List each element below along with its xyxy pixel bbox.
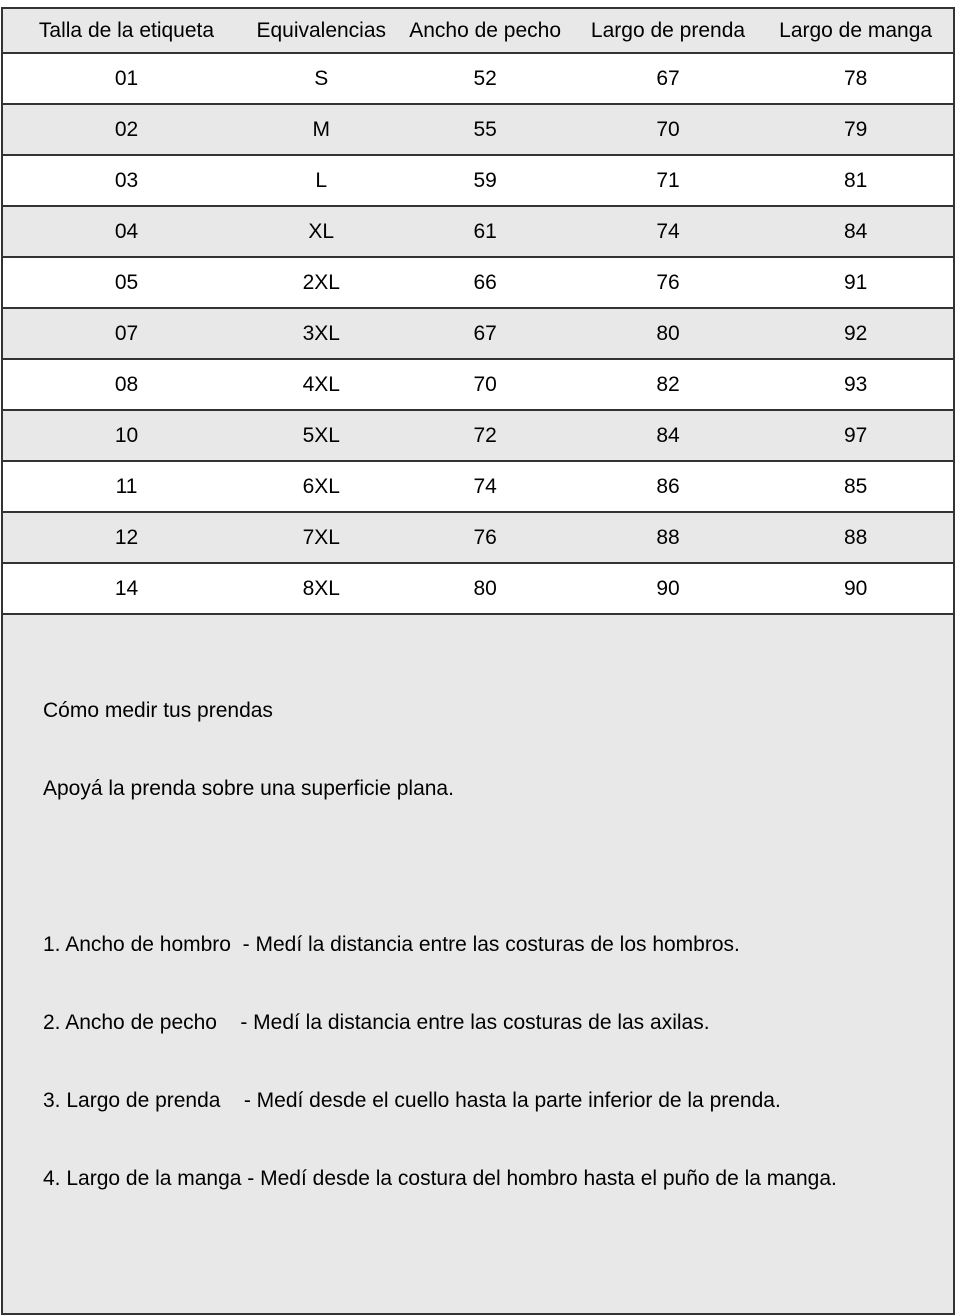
table-row: 07 3XL 67 80 92 xyxy=(3,307,953,359)
table-cell: 91 xyxy=(758,256,953,308)
column-header-talla: Talla de la etiqueta xyxy=(3,9,250,54)
table-cell: 80 xyxy=(577,307,759,359)
table-cell: 52 xyxy=(473,66,497,90)
table-cell: 07 xyxy=(3,307,250,359)
table-cell: 81 xyxy=(758,154,953,206)
table-cell: 97 xyxy=(758,409,953,461)
instruction-item-2: 2. Ancho de pecho - Medí la distancia en… xyxy=(43,1011,710,1034)
table-cell: 82 xyxy=(577,358,759,410)
measuring-instructions: Cómo medir tus prendas Apoyá la prenda s… xyxy=(3,613,953,1313)
column-header-ancho-pecho: Ancho de pecho xyxy=(392,9,578,54)
table-cell: 10 xyxy=(3,409,250,461)
table-cell: 67 xyxy=(656,66,680,90)
instructions-title: Cómo medir tus prendas xyxy=(43,699,273,722)
table-header-row: Talla de la etiqueta Equivalencias Ancho… xyxy=(3,9,953,54)
table-cell: 7XL xyxy=(250,511,393,563)
table-cell: 92 xyxy=(758,307,953,359)
table-cell: 3XL xyxy=(250,307,393,359)
table-row: 03 L 59 71 81 xyxy=(3,154,953,206)
instructions-subtitle: Apoyá la prenda sobre una superficie pla… xyxy=(43,777,454,800)
table-cell: L xyxy=(250,154,393,206)
table-cell: 14 xyxy=(3,562,250,613)
table-cell: 72 xyxy=(392,409,578,461)
table-cell: 93 xyxy=(758,358,953,410)
table-cell: 8XL xyxy=(250,562,393,613)
table-cell: 74 xyxy=(392,460,578,512)
table-cell: 88 xyxy=(758,511,953,563)
table-cell: 04 xyxy=(3,205,250,257)
table-cell: 71 xyxy=(577,154,759,206)
table-cell: S xyxy=(314,66,329,90)
table-cell: XL xyxy=(250,205,393,257)
table-cell: 70 xyxy=(577,103,759,155)
table-row: 05 2XL 66 76 91 xyxy=(3,256,953,308)
table-cell: 4XL xyxy=(250,358,393,410)
table-cell: 2XL xyxy=(250,256,393,308)
table-cell: 5XL xyxy=(250,409,393,461)
table-cell: 88 xyxy=(577,511,759,563)
instruction-list: 1. Ancho de hombro - Medí la distancia e… xyxy=(43,880,933,1244)
table-cell: 85 xyxy=(758,460,953,512)
table-cell: 76 xyxy=(392,511,578,563)
size-table: Talla de la etiqueta Equivalencias Ancho… xyxy=(3,9,953,613)
size-chart-sheet: Talla de la etiqueta Equivalencias Ancho… xyxy=(1,7,955,1315)
table-cell: 08 xyxy=(3,358,250,410)
table-cell: 90 xyxy=(577,562,759,613)
table-cell: 12 xyxy=(3,511,250,563)
table-cell: 11 xyxy=(3,460,250,512)
table-cell: 90 xyxy=(758,562,953,613)
table-cell: 61 xyxy=(392,205,578,257)
table-cell: M xyxy=(250,103,393,155)
table-row: 11 6XL 74 86 85 xyxy=(3,460,953,512)
table-row: 01 S 52 67 78 xyxy=(3,53,953,104)
table-cell: 03 xyxy=(3,154,250,206)
table-cell: 80 xyxy=(392,562,578,613)
table-row: 10 5XL 72 84 97 xyxy=(3,409,953,461)
column-header-equivalencias: Equivalencias xyxy=(250,9,393,54)
table-cell: 70 xyxy=(392,358,578,410)
column-header-largo-manga: Largo de manga xyxy=(758,9,953,54)
table-cell: 74 xyxy=(577,205,759,257)
table-cell: 84 xyxy=(758,205,953,257)
table-cell: 76 xyxy=(577,256,759,308)
table-cell: 01 xyxy=(114,66,139,90)
table-cell: 59 xyxy=(392,154,578,206)
instruction-item-4: 4. Largo de la manga - Medí desde la cos… xyxy=(43,1167,837,1190)
table-row: 04 XL 61 74 84 xyxy=(3,205,953,257)
table-cell: 02 xyxy=(3,103,250,155)
table-cell: 66 xyxy=(392,256,578,308)
instruction-item-1: 1. Ancho de hombro - Medí la distancia e… xyxy=(43,933,740,956)
table-row: 14 8XL 80 90 90 xyxy=(3,562,953,613)
table-cell: 84 xyxy=(577,409,759,461)
instruction-item-3: 3. Largo de prenda - Medí desde el cuell… xyxy=(43,1089,781,1112)
table-row: 12 7XL 76 88 88 xyxy=(3,511,953,563)
table-cell: 79 xyxy=(758,103,953,155)
table-row: 08 4XL 70 82 93 xyxy=(3,358,953,410)
table-cell: 86 xyxy=(577,460,759,512)
table-row: 02 M 55 70 79 xyxy=(3,103,953,155)
table-cell: 55 xyxy=(392,103,578,155)
table-cell: 67 xyxy=(392,307,578,359)
table-cell: 05 xyxy=(3,256,250,308)
column-header-largo-prenda: Largo de prenda xyxy=(577,9,759,54)
table-cell: 6XL xyxy=(250,460,393,512)
table-cell: 78 xyxy=(843,66,868,90)
